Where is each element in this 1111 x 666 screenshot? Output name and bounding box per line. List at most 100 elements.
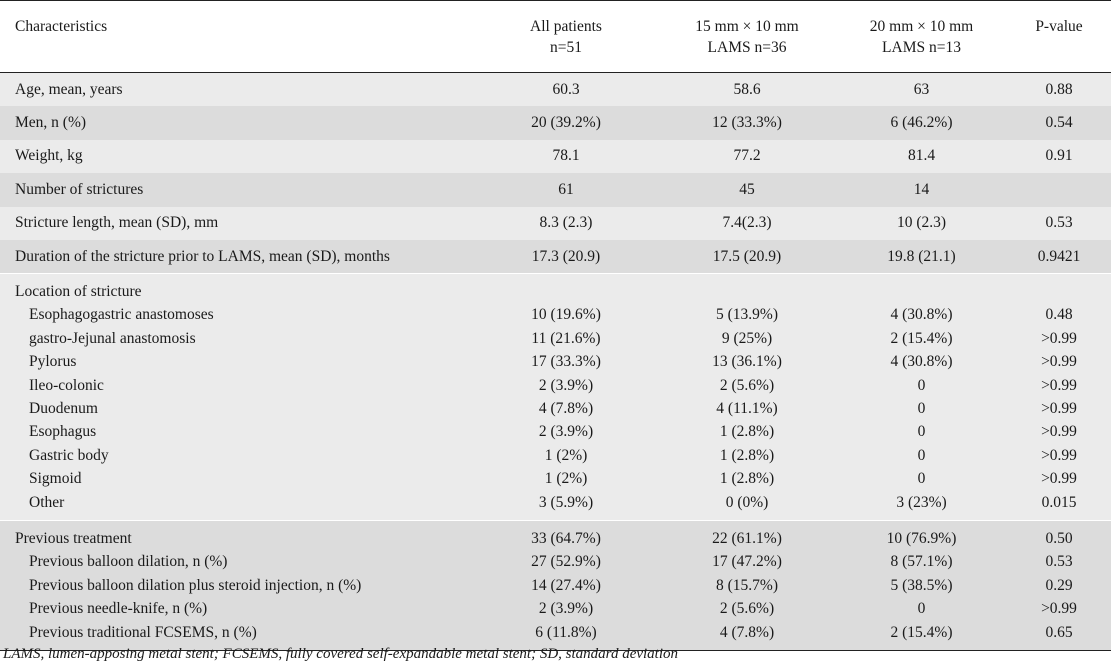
previous-labels: Previous treatment Previous balloon dila… <box>0 520 474 652</box>
cell-all: 27 (52.9%) <box>531 553 601 571</box>
cell-p: >0.99 <box>1041 329 1077 347</box>
location-15mm-column: 5 (13.9%) 9 (25%) 13 (36.1%) 2 (5.6%) 4 … <box>658 272 836 521</box>
cell-15mm: 45 <box>658 173 836 207</box>
cell-all: 14 (27.4%) <box>531 576 601 594</box>
table-row: Men, n (%) 20 (39.2%) 12 (33.3%) 6 (46.2… <box>0 106 1111 140</box>
cell-all: 60.3 <box>474 72 658 106</box>
header-p-value: P-value <box>1035 18 1083 35</box>
location-item-label: Duodenum <box>29 400 98 418</box>
previous-title: Previous treatment <box>15 530 132 548</box>
previous-p-column: 0.50 0.53 0.29 >0.99 0.65 <box>1007 520 1111 652</box>
cell-20mm: 4 (30.8%) <box>890 353 953 371</box>
cell-15mm: 22 (61.1%) <box>712 530 782 548</box>
cell-20mm: 5 (38.5%) <box>890 576 953 594</box>
cell-20mm: 0 <box>917 600 926 618</box>
cell-15mm: 8 (15.7%) <box>716 576 778 594</box>
location-item-label: Sigmoid <box>29 470 82 488</box>
cell-p: 0.9421 <box>1007 240 1111 274</box>
cell-15mm: 58.6 <box>658 72 836 106</box>
cell-all: 1 (2%) <box>544 470 588 488</box>
cell-20mm: 10 (2.3) <box>836 206 1007 240</box>
location-all-column: 10 (19.6%) 11 (21.6%) 17 (33.3%) 2 (3.9%… <box>474 272 658 521</box>
location-item-label: Esophagus <box>29 423 97 441</box>
header-row: Characteristics All patients n=51 15 mm … <box>0 0 1111 73</box>
cell-15mm: 4 (11.1%) <box>716 400 778 418</box>
cell-p: 0.65 <box>1045 623 1073 641</box>
previous-item-label: Previous balloon dilation, n (%) <box>29 553 228 571</box>
cell-all: 3 (5.9%) <box>538 493 594 511</box>
cell-20mm: 0 <box>917 400 926 418</box>
cell-p: 0.53 <box>1007 206 1111 240</box>
previous-item-label: Previous needle-knife, n (%) <box>29 600 208 618</box>
previous-15mm-column: 22 (61.1%) 17 (47.2%) 8 (15.7%) 2 (5.6%)… <box>658 520 836 652</box>
cell-p: 0.91 <box>1007 139 1111 173</box>
previous-item-label: Previous traditional FCSEMS, n (%) <box>29 623 257 641</box>
row-label: Men, n (%) <box>0 106 474 140</box>
location-title: Location of stricture <box>15 283 142 300</box>
cell-p: >0.99 <box>1041 353 1077 371</box>
cell-all: 2 (3.9%) <box>538 376 594 394</box>
cell-p: >0.99 <box>1041 446 1077 464</box>
cell-20mm: 0 <box>917 470 926 488</box>
header-all-patients-line1: All patients <box>530 18 602 35</box>
cell-all: 20 (39.2%) <box>474 106 658 140</box>
cell-p: >0.99 <box>1041 376 1077 394</box>
cell-p: 0.015 <box>1041 493 1077 511</box>
cell-15mm: 1 (2.8%) <box>719 446 775 464</box>
cell-15mm: 4 (7.8%) <box>719 623 775 641</box>
cell-15mm: 13 (36.1%) <box>712 353 782 371</box>
cell-p: 0.88 <box>1007 72 1111 106</box>
cell-20mm: 81.4 <box>836 139 1007 173</box>
cell-p <box>1007 173 1111 207</box>
cell-p: >0.99 <box>1041 470 1077 488</box>
table-row: Age, mean, years 60.3 58.6 63 0.88 <box>0 72 1111 106</box>
cell-all: 2 (3.9%) <box>538 423 594 441</box>
cell-p: 0.53 <box>1045 553 1073 571</box>
cell-20mm: 63 <box>836 72 1007 106</box>
previous-item-label: Previous balloon dilation plus steroid i… <box>29 576 362 594</box>
row-label: Duration of the stricture prior to LAMS,… <box>0 240 474 274</box>
cell-15mm: 17.5 (20.9) <box>658 240 836 274</box>
header-20mm-line2: LAMS n=13 <box>882 39 961 56</box>
cell-all: 17 (33.3%) <box>531 353 601 371</box>
row-label: Weight, kg <box>0 139 474 173</box>
cell-15mm: 12 (33.3%) <box>658 106 836 140</box>
header-20mm-group: 20 mm × 10 mm LAMS n=13 <box>836 1 1007 73</box>
cell-20mm: 8 (57.1%) <box>890 553 953 571</box>
characteristics-table: Characteristics All patients n=51 15 mm … <box>0 0 1111 652</box>
cell-all: 61 <box>474 173 658 207</box>
cell-15mm: 5 (13.9%) <box>716 306 778 324</box>
table-row: Stricture length, mean (SD), mm 8.3 (2.3… <box>0 206 1111 240</box>
cell-all: 17.3 (20.9) <box>474 240 658 274</box>
header-15mm-line2: LAMS n=36 <box>707 39 787 56</box>
header-all-patients-line2: n=51 <box>550 39 582 56</box>
location-item-label: Esophagogastric anastomoses <box>29 306 214 324</box>
cell-all: 33 (64.7%) <box>531 530 601 548</box>
location-item-label: Other <box>29 493 65 511</box>
header-15mm-group: 15 mm × 10 mm LAMS n=36 <box>658 1 836 73</box>
location-group-row: Location of stricture Esophagogastric an… <box>0 272 1111 521</box>
location-item-label: Pylorus <box>29 353 77 371</box>
previous-all-column: 33 (64.7%) 27 (52.9%) 14 (27.4%) 2 (3.9%… <box>474 520 658 652</box>
cell-all: 11 (21.6%) <box>531 329 601 347</box>
cell-p: 0.48 <box>1045 306 1073 324</box>
cell-15mm: 1 (2.8%) <box>719 423 775 441</box>
header-all-patients: All patients n=51 <box>474 1 658 73</box>
header-15mm-line1: 15 mm × 10 mm <box>695 18 799 35</box>
location-item-label: gastro-Jejunal anastomosis <box>29 329 196 347</box>
cell-15mm: 2 (5.6%) <box>719 600 775 618</box>
row-label: Number of strictures <box>0 173 474 207</box>
cell-20mm: 3 (23%) <box>896 493 947 511</box>
previous-20mm-column: 10 (76.9%) 8 (57.1%) 5 (38.5%) 0 2 (15.4… <box>836 520 1007 652</box>
cell-15mm: 7.4(2.3) <box>658 206 836 240</box>
cell-15mm: 9 (25%) <box>721 329 773 347</box>
cell-p: >0.99 <box>1041 600 1077 618</box>
cell-15mm: 2 (5.6%) <box>719 376 775 394</box>
cell-all: 4 (7.8%) <box>538 400 594 418</box>
location-20mm-column: 4 (30.8%) 2 (15.4%) 4 (30.8%) 0 0 0 0 0 … <box>836 272 1007 521</box>
cell-20mm: 14 <box>836 173 1007 207</box>
previous-treatment-group-row: Previous treatment Previous balloon dila… <box>0 520 1111 652</box>
cell-p: 0.29 <box>1045 576 1073 594</box>
cell-all: 1 (2%) <box>544 446 588 464</box>
table-row: Number of strictures 61 45 14 <box>0 173 1111 207</box>
